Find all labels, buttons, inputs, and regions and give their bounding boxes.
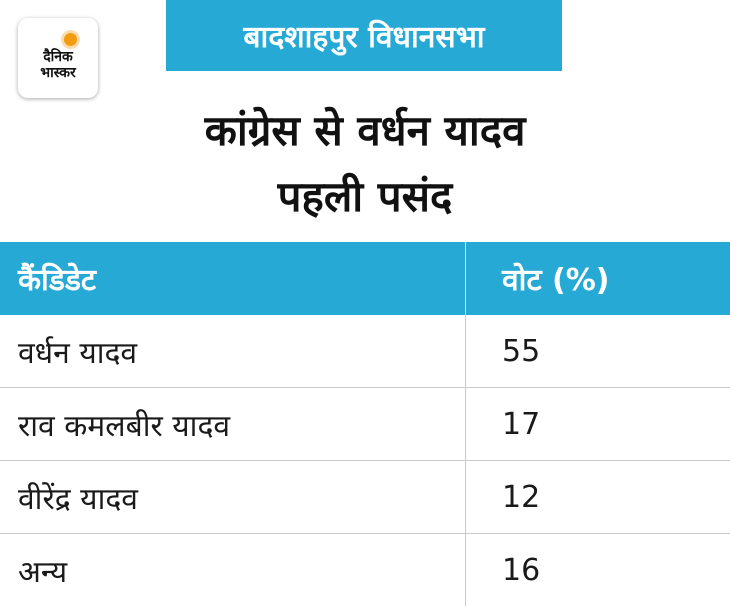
- vote-percent: 16: [466, 534, 730, 606]
- logo-text-line1: दैनिक: [43, 49, 73, 65]
- constituency-tag: बादशाहपुर विधानसभा: [166, 0, 562, 71]
- table-row: वर्धन यादव 55: [0, 315, 730, 388]
- candidate-name: वीरेंद्र यादव: [0, 461, 466, 534]
- candidate-name: वर्धन यादव: [0, 315, 466, 388]
- candidate-name: राव कमलबीर यादव: [0, 388, 466, 461]
- table-row: वीरेंद्र यादव 12: [0, 461, 730, 534]
- vote-percent: 55: [466, 315, 730, 388]
- header-candidate: कैंडिडेट: [0, 242, 466, 315]
- table-row: राव कमलबीर यादव 17: [0, 388, 730, 461]
- dainik-bhaskar-logo: दैनिक भास्कर: [18, 18, 98, 98]
- table-header-row: कैंडिडेट वोट (%): [0, 242, 730, 315]
- logo-text-line2: भास्कर: [40, 65, 75, 81]
- header-vote-percent: वोट (%): [466, 242, 730, 315]
- headline-line1: कांग्रेस से वर्धन यादव: [0, 106, 730, 156]
- vote-percent: 12: [466, 461, 730, 534]
- candidate-name: अन्य: [0, 534, 466, 606]
- vote-table: कैंडिडेट वोट (%) वर्धन यादव 55 राव कमलबी…: [0, 242, 730, 606]
- sun-icon: [64, 33, 77, 46]
- headline-line2: पहली पसंद: [0, 172, 730, 222]
- table-row: अन्य 16: [0, 534, 730, 606]
- vote-percent: 17: [466, 388, 730, 461]
